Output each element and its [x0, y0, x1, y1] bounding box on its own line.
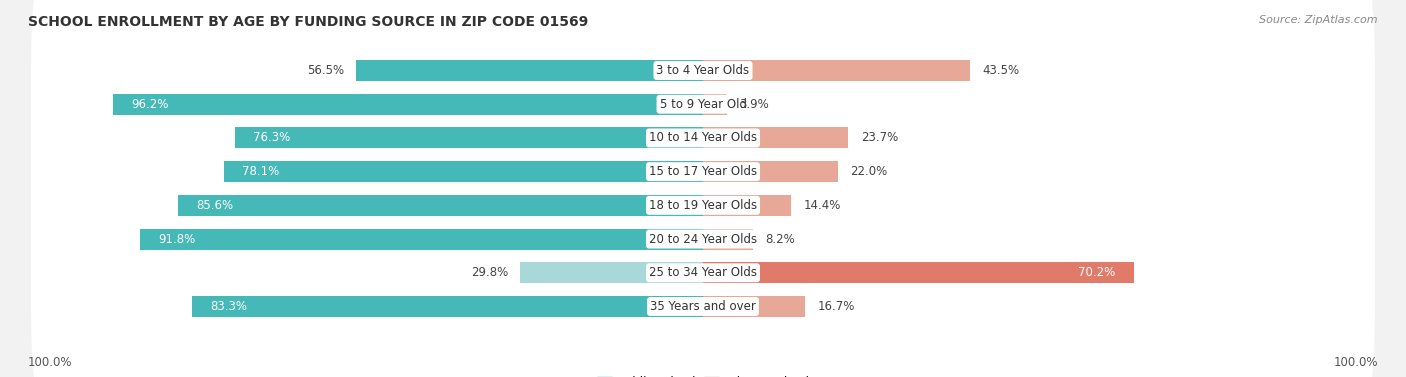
Text: 18 to 19 Year Olds: 18 to 19 Year Olds — [650, 199, 756, 212]
Bar — [235, 127, 703, 149]
FancyBboxPatch shape — [31, 74, 1375, 269]
Text: 23.7%: 23.7% — [860, 132, 898, 144]
Text: 83.3%: 83.3% — [211, 300, 247, 313]
Text: 8.2%: 8.2% — [766, 233, 796, 245]
Bar — [177, 195, 703, 216]
FancyBboxPatch shape — [31, 142, 1375, 337]
Text: 76.3%: 76.3% — [253, 132, 291, 144]
Bar — [112, 94, 703, 115]
Text: 91.8%: 91.8% — [159, 233, 195, 245]
Text: 29.8%: 29.8% — [471, 266, 508, 279]
Text: SCHOOL ENROLLMENT BY AGE BY FUNDING SOURCE IN ZIP CODE 01569: SCHOOL ENROLLMENT BY AGE BY FUNDING SOUR… — [28, 15, 588, 29]
Bar — [703, 296, 806, 317]
Bar — [356, 60, 703, 81]
Bar — [224, 161, 703, 182]
Text: 10 to 14 Year Olds: 10 to 14 Year Olds — [650, 132, 756, 144]
Text: 16.7%: 16.7% — [818, 300, 855, 313]
Bar — [520, 262, 703, 283]
Text: 3.9%: 3.9% — [740, 98, 769, 111]
Bar — [703, 161, 838, 182]
Text: 15 to 17 Year Olds: 15 to 17 Year Olds — [650, 165, 756, 178]
FancyBboxPatch shape — [31, 209, 1375, 377]
Text: 20 to 24 Year Olds: 20 to 24 Year Olds — [650, 233, 756, 245]
Text: 25 to 34 Year Olds: 25 to 34 Year Olds — [650, 266, 756, 279]
Bar — [703, 228, 754, 250]
FancyBboxPatch shape — [31, 0, 1375, 168]
Text: 56.5%: 56.5% — [307, 64, 344, 77]
FancyBboxPatch shape — [31, 40, 1375, 235]
Text: 14.4%: 14.4% — [804, 199, 841, 212]
FancyBboxPatch shape — [31, 108, 1375, 303]
Text: 22.0%: 22.0% — [851, 165, 887, 178]
Text: 35 Years and over: 35 Years and over — [650, 300, 756, 313]
Text: 5 to 9 Year Old: 5 to 9 Year Old — [659, 98, 747, 111]
Text: 96.2%: 96.2% — [131, 98, 169, 111]
Bar — [703, 127, 848, 149]
Bar — [139, 228, 703, 250]
Text: 100.0%: 100.0% — [28, 357, 73, 369]
Bar — [703, 94, 727, 115]
Bar — [703, 262, 1133, 283]
Legend: Public School, Private School: Public School, Private School — [598, 376, 808, 377]
Text: Source: ZipAtlas.com: Source: ZipAtlas.com — [1260, 15, 1378, 25]
Text: 85.6%: 85.6% — [197, 199, 233, 212]
Bar — [703, 195, 792, 216]
Bar — [703, 60, 970, 81]
FancyBboxPatch shape — [31, 7, 1375, 202]
Text: 3 to 4 Year Olds: 3 to 4 Year Olds — [657, 64, 749, 77]
FancyBboxPatch shape — [31, 175, 1375, 370]
Text: 70.2%: 70.2% — [1078, 266, 1115, 279]
Bar — [193, 296, 703, 317]
Text: 43.5%: 43.5% — [983, 64, 1019, 77]
Text: 78.1%: 78.1% — [242, 165, 280, 178]
Text: 100.0%: 100.0% — [1333, 357, 1378, 369]
